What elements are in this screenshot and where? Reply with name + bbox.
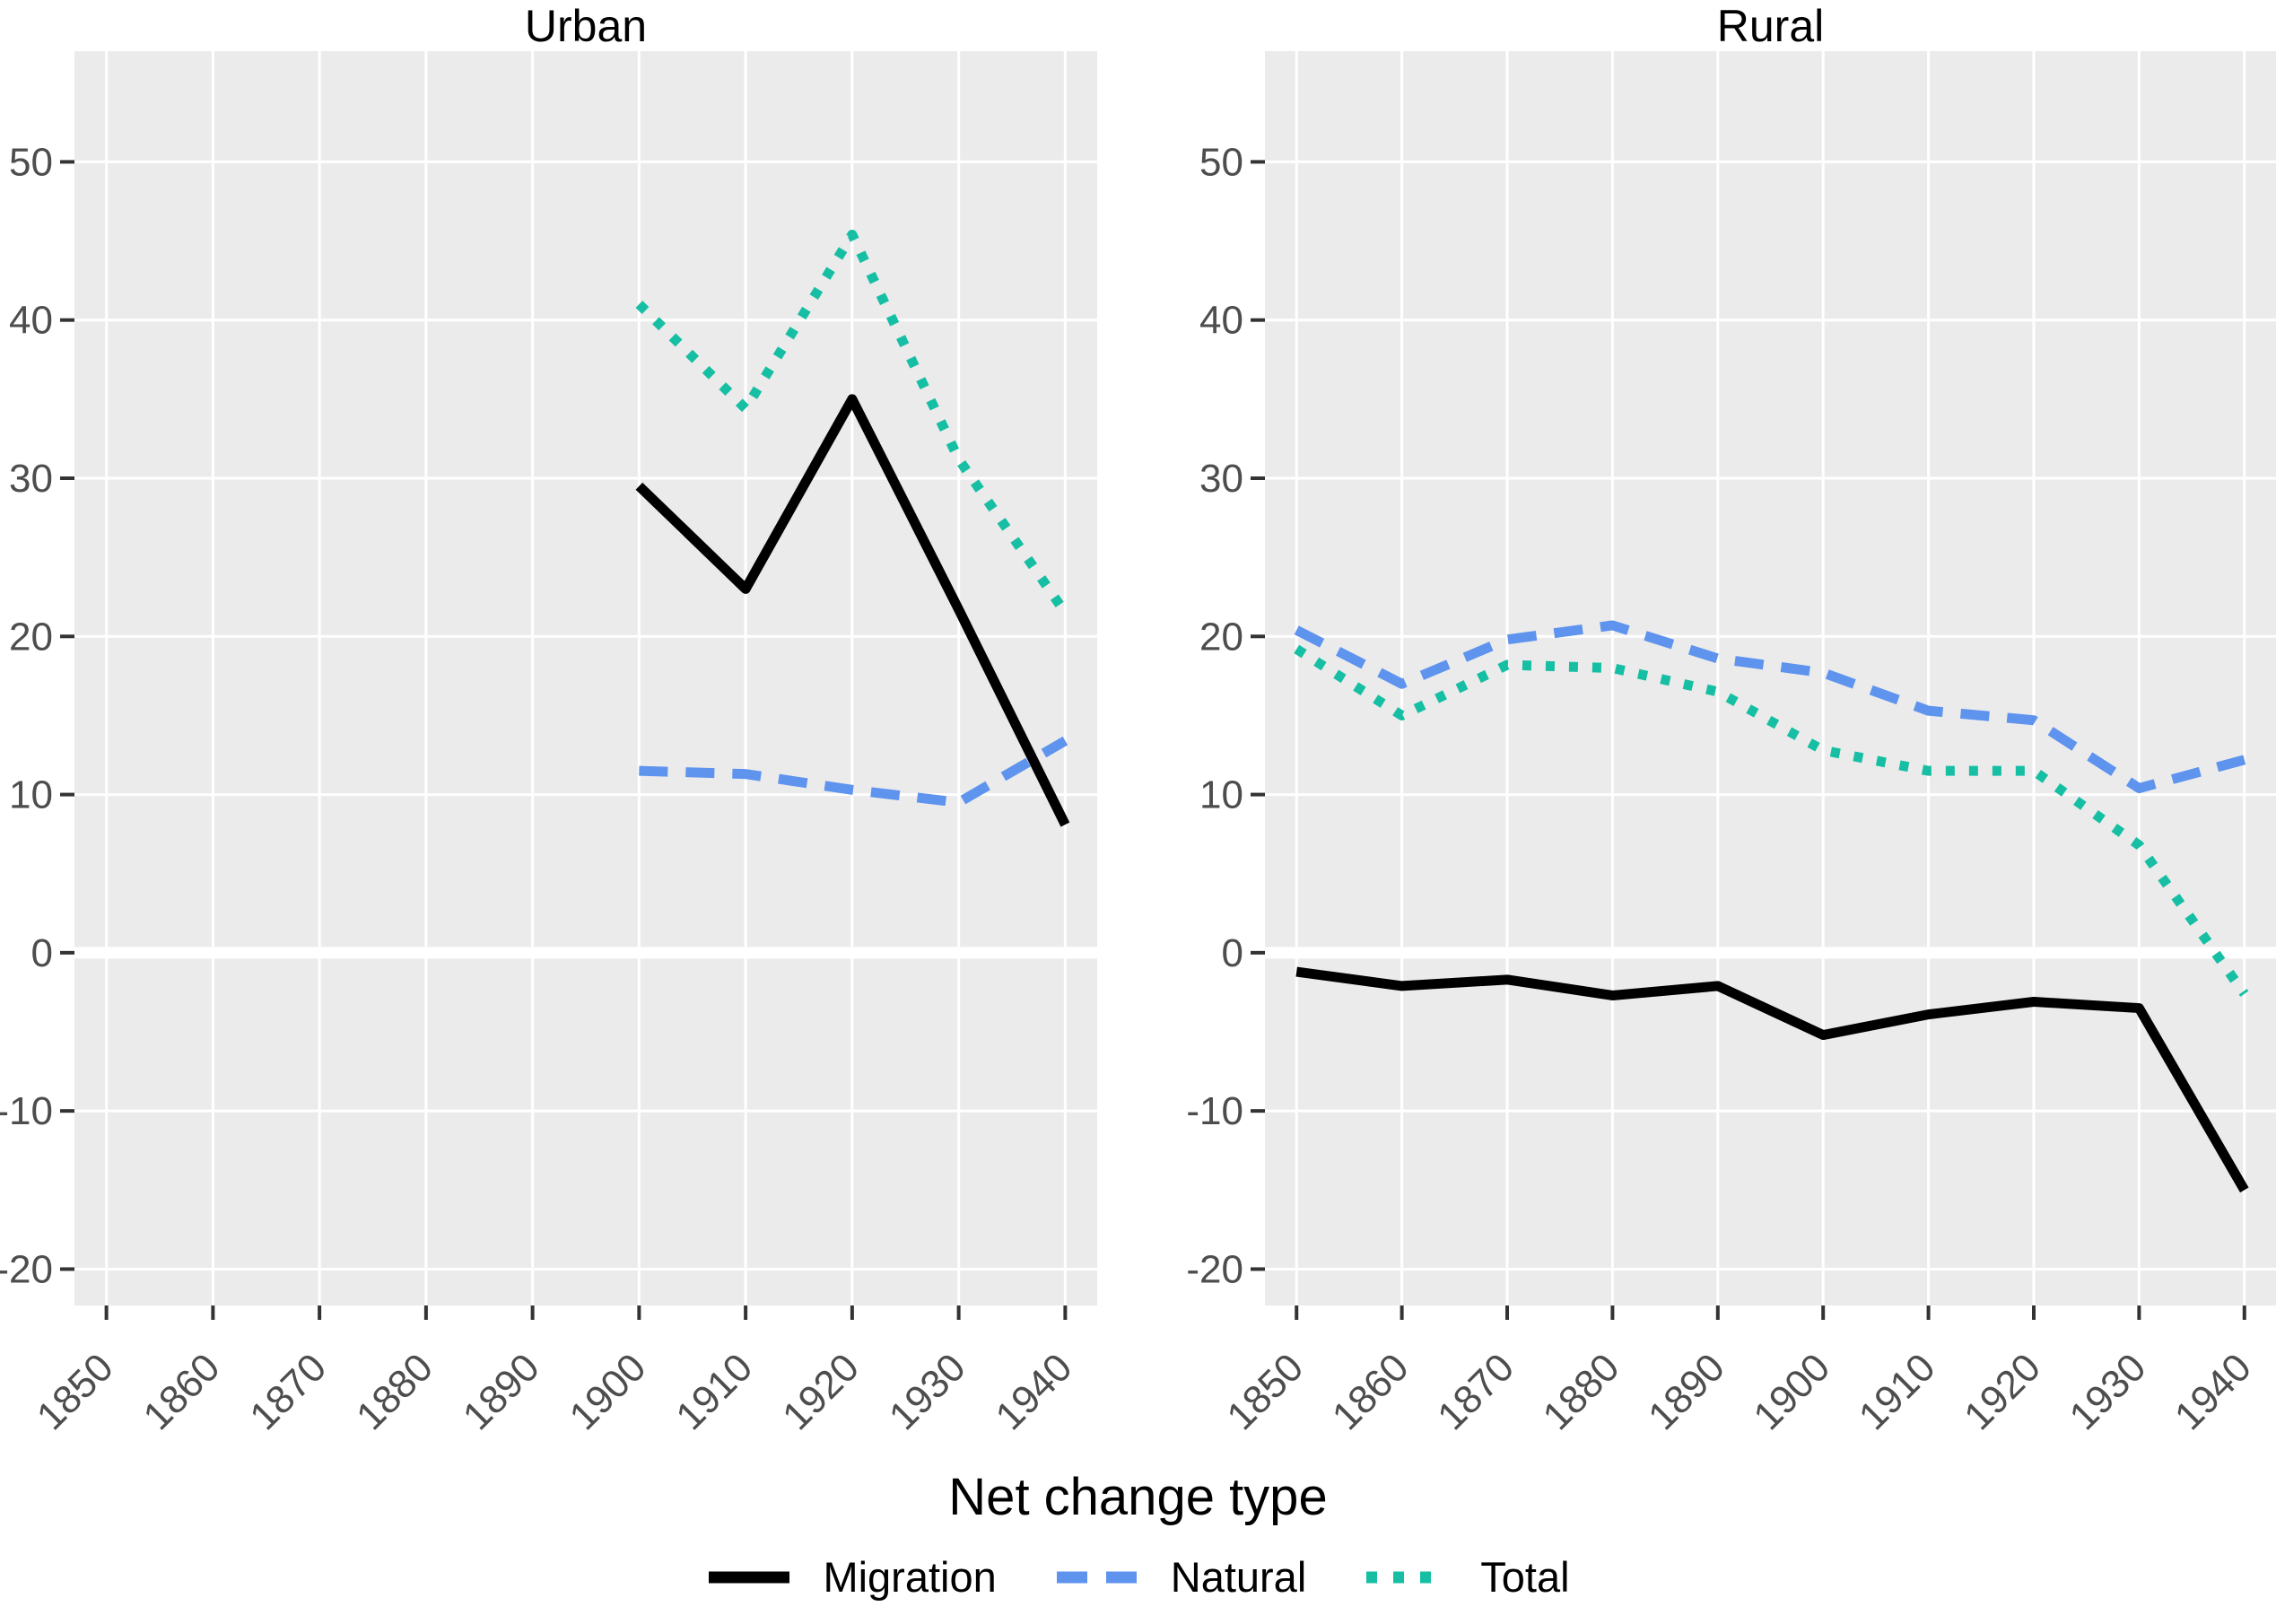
legend: Net change type Migration Natural Total xyxy=(0,1467,2276,1602)
y-axis-label: -20 xyxy=(1186,1247,1243,1291)
y-axis-label: 40 xyxy=(1199,299,1243,343)
y-axis-label: 0 xyxy=(31,931,53,975)
panel-background xyxy=(1265,51,2276,1305)
x-axis-label: 1920 xyxy=(774,1345,868,1438)
x-axis-label: 1890 xyxy=(1640,1345,1733,1438)
x-axis-label: 1940 xyxy=(988,1345,1081,1438)
legend-item-natural: Natural xyxy=(1054,1552,1307,1602)
x-axis-label: 1900 xyxy=(1745,1345,1838,1438)
migration-line-urban xyxy=(635,394,1070,827)
natural-line-urban xyxy=(639,736,1068,808)
x-axis-label: 1880 xyxy=(1535,1345,1628,1438)
migration-line-swatch-icon xyxy=(709,1571,790,1583)
y-axis-label: 20 xyxy=(1199,615,1243,659)
y-axis-label: 0 xyxy=(1222,931,1243,975)
panel-urban: -20 -10 0 10 20 30 40 50 1850 1860 1870 1880 1890 190… xyxy=(0,51,1097,1438)
legend-title: Net change type xyxy=(948,1468,1328,1526)
x-axis-label: 1880 xyxy=(348,1345,441,1438)
y-axis-label: 20 xyxy=(9,615,53,659)
legend-label-migration: Migration xyxy=(823,1553,997,1601)
y-axis-label: 50 xyxy=(9,140,53,184)
legend-label-natural: Natural xyxy=(1170,1553,1307,1601)
total-line-urban xyxy=(635,229,1069,616)
y-axis-label: 10 xyxy=(1199,773,1243,817)
y-axis-label: -10 xyxy=(0,1089,53,1133)
panel-rural: -20 -10 0 10 20 30 40 50 1850 1860 1870 1880 1890 190… xyxy=(1186,51,2276,1438)
legend-label-total: Total xyxy=(1480,1553,1570,1601)
total-line-rural xyxy=(1294,644,2249,997)
total-line-swatch-icon xyxy=(1366,1571,1448,1583)
x-axis-label: 1850 xyxy=(1218,1345,1312,1438)
y-axis-label: 50 xyxy=(1199,140,1243,184)
facet-title-rural: Rural xyxy=(1716,1,1825,51)
x-axis-label: 1890 xyxy=(455,1345,548,1438)
x-axis-label: 1860 xyxy=(135,1345,229,1438)
y-axis-label: 30 xyxy=(9,457,53,501)
y-axis-label: -20 xyxy=(0,1247,53,1291)
panel-background xyxy=(74,51,1097,1305)
x-axis-label: 1850 xyxy=(29,1345,122,1438)
y-axis-label: 30 xyxy=(1199,457,1243,501)
y-axis-label: 10 xyxy=(9,773,53,817)
x-axis-label: 1930 xyxy=(881,1345,974,1438)
x-axis-label: 1860 xyxy=(1324,1345,1417,1438)
x-axis-label: 1910 xyxy=(1851,1345,1944,1438)
migration-line-rural xyxy=(1295,966,2249,1193)
y-axis-label: 40 xyxy=(9,299,53,343)
legend-items: Migration Natural Total xyxy=(0,1552,2276,1602)
x-axis-label: 1870 xyxy=(1429,1345,1522,1438)
legend-item-migration: Migration xyxy=(706,1552,997,1602)
x-axis-label: 1940 xyxy=(2167,1345,2260,1438)
facet-title-urban: Urban xyxy=(524,1,648,51)
y-axis-label: -10 xyxy=(1186,1089,1243,1133)
x-axis-label: 1900 xyxy=(562,1345,655,1438)
x-axis-label: 1930 xyxy=(2062,1345,2155,1438)
x-axis-label: 1870 xyxy=(241,1345,335,1438)
x-axis-label: 1920 xyxy=(1956,1345,2049,1438)
natural-line-swatch-icon xyxy=(1056,1571,1138,1583)
x-axis-label: 1910 xyxy=(667,1345,761,1438)
legend-item-total: Total xyxy=(1364,1552,1570,1602)
